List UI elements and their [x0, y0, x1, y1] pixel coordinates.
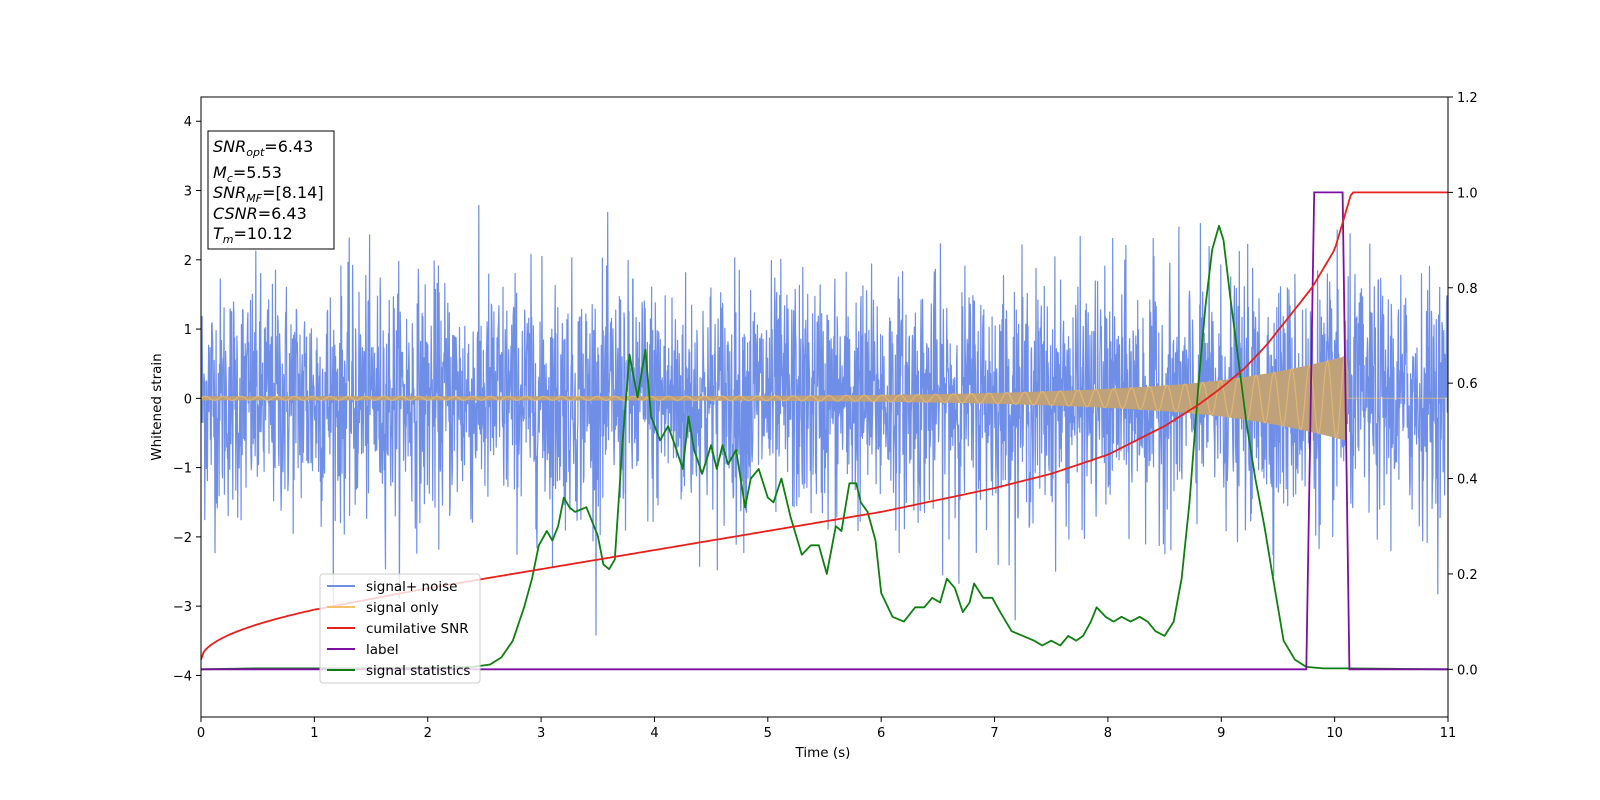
x-tick-label: 2: [424, 726, 432, 741]
y-left-tick-label: 2: [184, 254, 192, 269]
y-right-tick-label: 0.4: [1457, 473, 1478, 488]
y-left-tick-label: −4: [173, 669, 192, 684]
legend-item-label: label: [327, 642, 399, 658]
csnr-text: CSNR=6.43: [213, 204, 307, 223]
y-axis-label: Whitened strain: [149, 353, 165, 460]
legend-item-stat: signal statistics: [327, 663, 470, 679]
x-tick-label: 11: [1440, 726, 1457, 741]
axes-frame: [200, 96, 1449, 718]
snr-mf-text: SNRMF=[8.14]: [213, 183, 324, 205]
x-tick-label: 3: [537, 726, 545, 741]
y-right-tick-label: 0.2: [1457, 568, 1478, 583]
signal-noise-line: [201, 204, 1448, 636]
x-axis-label: Time (s): [795, 745, 851, 761]
tm-text: Tm=10.12: [213, 224, 293, 246]
x-tick-label: 4: [650, 726, 658, 741]
x-tick-label: 0: [197, 726, 205, 741]
y-left-tick-label: −2: [173, 531, 192, 546]
legend: signal+ noise signal only cumilative SNR…: [319, 573, 481, 684]
legend-item-csnr: cumilative SNR: [327, 621, 469, 637]
snr-opt-text: SNRopt=6.43: [213, 137, 313, 159]
legend-label-label: label: [366, 642, 399, 658]
y-right-tick-label: 0.6: [1457, 377, 1478, 392]
y-right-tick-label: 1.0: [1457, 186, 1478, 201]
x-tick-label: 9: [1217, 726, 1225, 741]
y-right-tick-label: 0.8: [1457, 282, 1478, 297]
x-tick-label: 6: [877, 726, 885, 741]
x-tick-label: 10: [1326, 726, 1343, 741]
x-axis-ticks: 0 1 2 3 4 5 6 7 8 9 10 11: [197, 717, 1456, 741]
info-box: SNRopt=6.43 Mc=5.53 SNRMF=[8.14] CSNR=6.…: [207, 130, 335, 250]
right-y-axis-ticks: 0.0 0.2 0.4 0.6 0.8 1.0 1.2: [1448, 91, 1478, 678]
signal-statistics-line: [201, 224, 1448, 671]
legend-label-noise: signal+ noise: [366, 579, 457, 595]
y-left-tick-label: 4: [184, 115, 192, 130]
legend-label-signal: signal only: [366, 600, 439, 616]
x-tick-label: 1: [310, 726, 318, 741]
signal-only-line: [201, 355, 1448, 440]
plot-area: [201, 191, 1448, 671]
y-left-tick-label: 0: [184, 392, 192, 407]
legend-label-stat: signal statistics: [366, 663, 470, 679]
x-tick-label: 7: [990, 726, 998, 741]
x-tick-label: 8: [1104, 726, 1112, 741]
y-right-tick-label: 1.2: [1457, 91, 1478, 106]
left-y-axis-ticks: −4 −3 −2 −1 0 1 2 3 4: [173, 115, 201, 684]
y-left-tick-label: −3: [173, 600, 192, 615]
y-right-tick-label: 0.0: [1457, 663, 1478, 678]
legend-item-noise: signal+ noise: [327, 579, 457, 595]
y-left-tick-label: 1: [184, 323, 192, 338]
mc-text: Mc=5.53: [213, 163, 282, 185]
y-left-tick-label: 3: [184, 185, 192, 200]
y-left-tick-label: −1: [173, 462, 192, 477]
x-tick-label: 5: [764, 726, 772, 741]
legend-label-csnr: cumilative SNR: [366, 621, 469, 637]
legend-item-signal: signal only: [327, 600, 439, 616]
label-line: [201, 191, 1448, 671]
